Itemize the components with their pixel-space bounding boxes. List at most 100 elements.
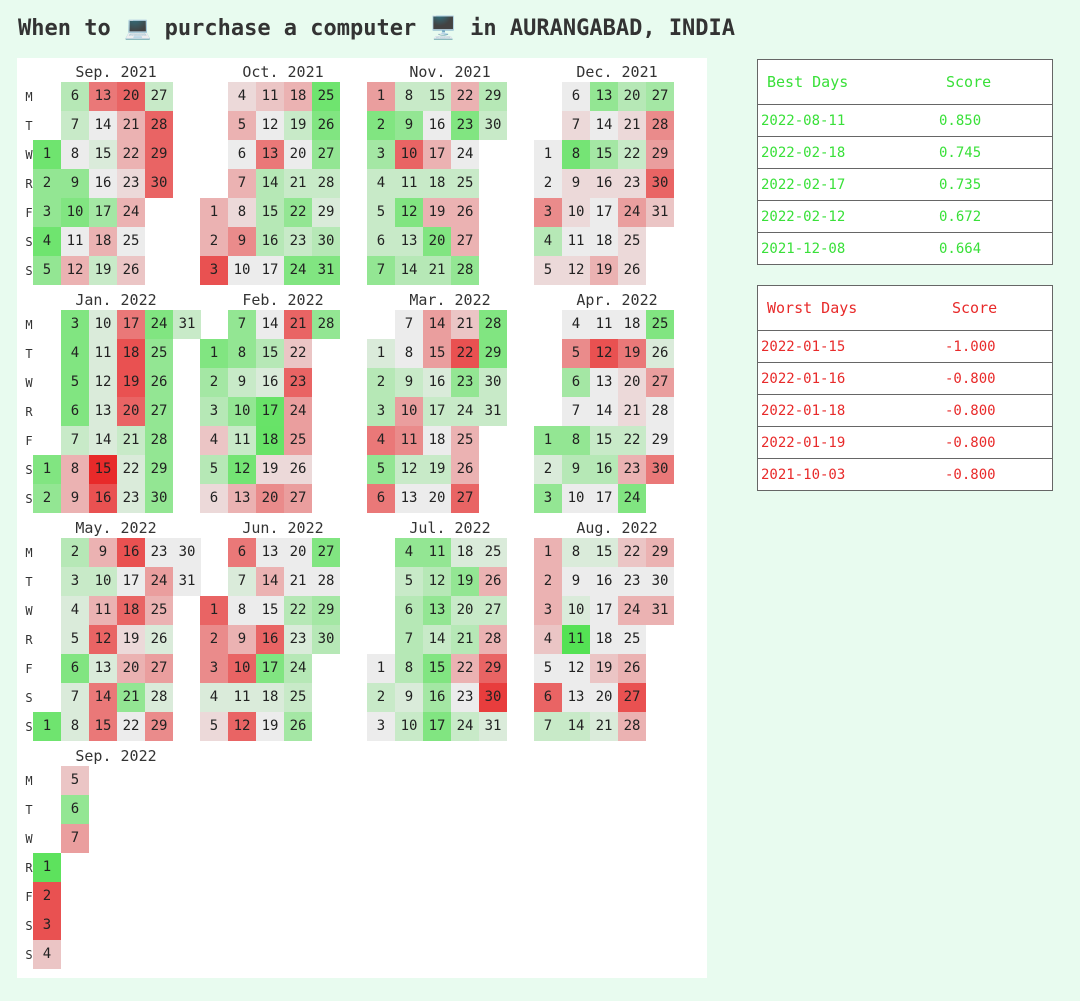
day-cell: 8	[228, 198, 256, 227]
day-cell: 29	[479, 654, 507, 683]
day-cell: 15	[89, 140, 117, 169]
day-cell: 29	[312, 198, 340, 227]
day-cell: 26	[117, 256, 145, 285]
month-title: Dec. 2021	[576, 63, 658, 81]
day-cell: 4	[61, 596, 89, 625]
day-cell: 27	[479, 596, 507, 625]
day-cell: 5	[200, 455, 228, 484]
day-cell: 16	[256, 625, 284, 654]
day-cell: 19	[256, 455, 284, 484]
table-row: 2022-01-16 -0.800	[758, 363, 1052, 395]
day-cell: 6	[395, 596, 423, 625]
day-cell: 31	[479, 397, 507, 426]
worst-days-header: Worst Days Score	[758, 286, 1052, 331]
day-cell: 4	[200, 426, 228, 455]
day-cell: 28	[451, 256, 479, 285]
day-cell: 19	[423, 198, 451, 227]
day-cell: 27	[451, 484, 479, 513]
day-cell: 11	[590, 310, 618, 339]
day-cell: 23	[117, 484, 145, 513]
day-cell: 15	[89, 712, 117, 741]
day-cell: 12	[423, 567, 451, 596]
day-cell: 13	[590, 368, 618, 397]
day-cell: 19	[117, 368, 145, 397]
day-cell: 25	[618, 625, 646, 654]
day-cell: 22	[451, 82, 479, 111]
weekday-label: M	[25, 90, 33, 104]
day-cell: 11	[562, 227, 590, 256]
day-cell: 7	[228, 567, 256, 596]
day-cell: 9	[228, 368, 256, 397]
day-cell: 4	[61, 339, 89, 368]
day-cell: 25	[618, 227, 646, 256]
day-cell: 31	[312, 256, 340, 285]
day-cell: 30	[145, 484, 173, 513]
day-cell: 18	[256, 683, 284, 712]
day-cell: 12	[256, 111, 284, 140]
day-cell: 5	[61, 368, 89, 397]
day-cell: 30	[646, 567, 674, 596]
table-row: 2021-10-03 -0.800	[758, 459, 1052, 490]
day-cell: 17	[256, 654, 284, 683]
day-cell: 22	[117, 140, 145, 169]
day-cell: 22	[618, 140, 646, 169]
day-cell: 13	[89, 654, 117, 683]
day-cell: 10	[89, 567, 117, 596]
day-cell: 14	[256, 169, 284, 198]
day-cell: 31	[646, 596, 674, 625]
day-cell: 14	[590, 111, 618, 140]
day-cell: 6	[534, 683, 562, 712]
day-cell: 7	[395, 310, 423, 339]
day-cell: 10	[61, 198, 89, 227]
day-cell: 5	[367, 198, 395, 227]
day-cell: 29	[646, 426, 674, 455]
day-cell: 31	[646, 198, 674, 227]
day-cell: 25	[451, 426, 479, 455]
weekday-label: R	[25, 405, 33, 419]
day-cell: 19	[590, 256, 618, 285]
row-date: 2022-01-15	[761, 339, 846, 355]
weekday-label: T	[25, 575, 33, 589]
weekday-label: S	[25, 919, 33, 933]
day-cell: 7	[395, 625, 423, 654]
day-cell: 8	[228, 339, 256, 368]
best-days-header-score: Score	[946, 73, 992, 91]
weekday-label: M	[25, 318, 33, 332]
day-cell: 22	[618, 426, 646, 455]
day-cell: 5	[228, 111, 256, 140]
day-cell: 22	[117, 712, 145, 741]
day-cell: 3	[534, 484, 562, 513]
day-cell: 6	[562, 368, 590, 397]
day-cell: 8	[395, 339, 423, 368]
day-cell: 11	[89, 339, 117, 368]
day-cell: 5	[33, 256, 61, 285]
row-score: -0.800	[945, 435, 996, 451]
day-cell: 25	[117, 227, 145, 256]
day-cell: 24	[284, 397, 312, 426]
worst-days-header-score: Score	[952, 299, 998, 317]
row-date: 2022-08-11	[761, 113, 846, 129]
day-cell: 20	[117, 82, 145, 111]
day-cell: 7	[228, 310, 256, 339]
day-cell: 5	[395, 567, 423, 596]
day-cell: 24	[117, 198, 145, 227]
day-cell: 15	[89, 455, 117, 484]
day-cell: 12	[228, 455, 256, 484]
row-score: -1.000	[945, 339, 996, 355]
row-score: 0.745	[939, 145, 982, 161]
weekday-label: T	[25, 347, 33, 361]
day-cell: 18	[256, 426, 284, 455]
day-cell: 23	[284, 625, 312, 654]
day-cell: 17	[423, 712, 451, 741]
day-cell: 20	[451, 596, 479, 625]
day-cell: 12	[395, 198, 423, 227]
best-days-header: Best Days Score	[758, 60, 1052, 105]
day-cell: 28	[646, 397, 674, 426]
day-cell: 13	[89, 82, 117, 111]
day-cell: 26	[145, 368, 173, 397]
day-cell: 24	[618, 198, 646, 227]
day-cell: 2	[534, 169, 562, 198]
weekday-label: M	[25, 546, 33, 560]
day-cell: 2	[33, 882, 61, 911]
day-cell: 3	[200, 654, 228, 683]
